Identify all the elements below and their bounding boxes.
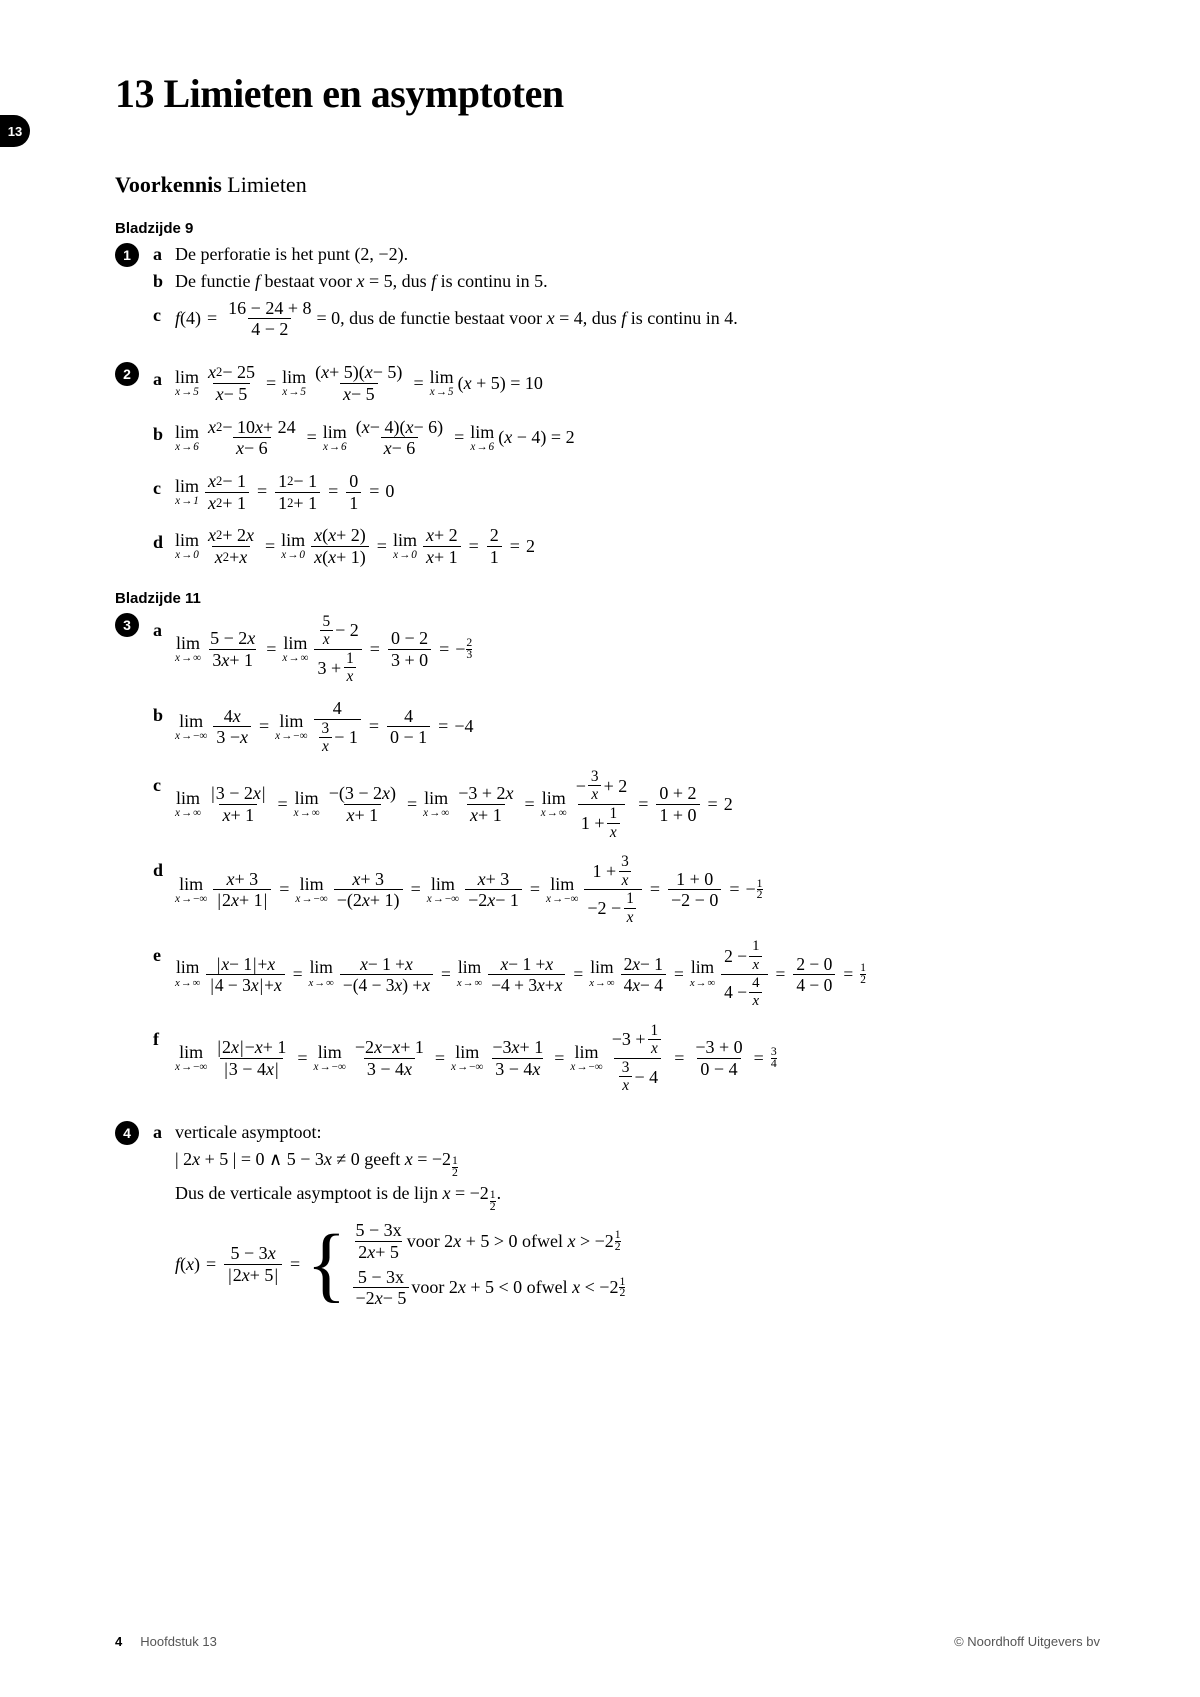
- chapter-title: 13 Limieten en asymptoten: [115, 70, 1100, 117]
- page-content: 13 Limieten en asymptoten Voorkennis Lim…: [0, 0, 1200, 1393]
- math: limx→−∞ |2x| − x + 1|3 − 4x| = limx→−∞ −…: [175, 1022, 778, 1095]
- part-label: d: [153, 853, 175, 882]
- part-label: b: [153, 417, 175, 446]
- footer-chapter: Hoofdstuk 13: [140, 1634, 217, 1649]
- math: limx→6 x2 − 10x + 24x − 6 = limx→6 (x − …: [175, 417, 575, 459]
- page-ref-9: Bladzijde 9: [115, 220, 1100, 237]
- math: f(x)= 5 − 3x|2x + 5| = { 5 − 3x2x + 5 vo…: [175, 1218, 626, 1311]
- copyright: © Noordhoff Uitgevers bv: [954, 1634, 1100, 1649]
- exercise-1: 1 a De perforatie is het punt (2, −2). b…: [115, 243, 1100, 352]
- part-label: a: [153, 613, 175, 642]
- part-label: c: [153, 298, 175, 327]
- part-label: b: [153, 698, 175, 727]
- math: limx→−∞ x + 3|2x + 1| = limx→−∞ x + 3−(2…: [175, 853, 764, 926]
- part-label: a: [153, 1121, 175, 1144]
- section-bold: Voorkennis: [115, 172, 222, 197]
- part-label: a: [153, 362, 175, 391]
- math: limx→∞ |x − 1| + x|4 − 3x| + x = limx→∞ …: [175, 938, 867, 1009]
- page-footer: 4 Hoofdstuk 13 © Noordhoff Uitgevers bv: [0, 1634, 1200, 1649]
- text: Dus de verticale asymptoot is de lijn x …: [175, 1182, 501, 1212]
- part-label: d: [153, 525, 175, 554]
- text: verticale asymptoot:: [175, 1121, 321, 1144]
- part-label: e: [153, 938, 175, 967]
- math: limx→0 x2 + 2xx2 + x = limx→0 x(x + 2)x(…: [175, 525, 535, 567]
- exercise-number-badge: 1: [115, 243, 139, 267]
- text: = 0, dus de functie bestaat voor x = 4, …: [316, 307, 737, 330]
- text: De functie f bestaat voor x = 5, dus f i…: [175, 270, 548, 293]
- exercise-4: 4 a verticale asymptoot: | 2x + 5 | = 0 …: [115, 1121, 1100, 1323]
- math: | 2x + 5 | = 0 ∧ 5 − 3x ≠ 0 geeft x = −2…: [175, 1148, 459, 1178]
- math: f(4)= 16 − 24 + 84 − 2 = 0, dus de funct…: [175, 298, 738, 340]
- exercise-2: 2 a limx→5 x2 − 25x − 5 = limx→5 (x + 5)…: [115, 362, 1100, 580]
- part-label: c: [153, 768, 175, 797]
- part-label: f: [153, 1022, 175, 1051]
- math: limx→1 x2 − 1x2 + 1 = 12 − 112 + 1 = 01 …: [175, 471, 394, 513]
- exercise-3: 3 a limx→∞ 5 − 2x3x + 1 = limx→∞ 5x − 2 …: [115, 613, 1100, 1107]
- part-label: a: [153, 243, 175, 266]
- section-light: Limieten: [222, 172, 307, 197]
- part-label: b: [153, 270, 175, 293]
- part-label: c: [153, 471, 175, 500]
- exercise-number-badge: 3: [115, 613, 139, 637]
- section-heading: Voorkennis Limieten: [115, 172, 1100, 198]
- math: limx→∞ |3 − 2x|x + 1 = limx→∞ −(3 − 2x)x…: [175, 768, 733, 841]
- page-number: 4: [115, 1634, 122, 1649]
- exercise-number-badge: 2: [115, 362, 139, 386]
- math: limx→∞ 5 − 2x3x + 1 = limx→∞ 5x − 2 3 + …: [175, 613, 473, 686]
- exercise-number-badge: 4: [115, 1121, 139, 1145]
- page-ref-11: Bladzijde 11: [115, 590, 1100, 607]
- text: De perforatie is het punt (2, −2).: [175, 243, 408, 266]
- math: limx→−∞ 4x3 − x = limx→−∞ 4 3x − 1 = 40 …: [175, 698, 473, 756]
- math: limx→5 x2 − 25x − 5 = limx→5 (x + 5)(x −…: [175, 362, 543, 404]
